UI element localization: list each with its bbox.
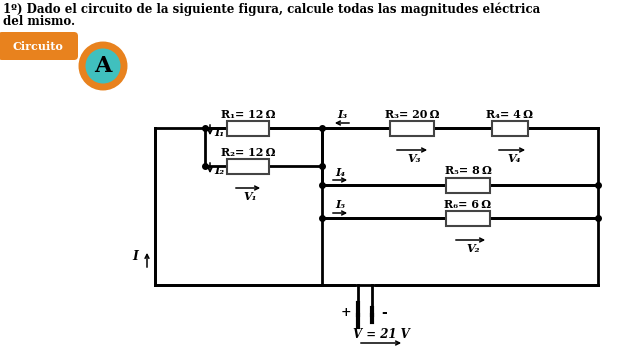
Text: R₅= 8 Ω: R₅= 8 Ω [444,165,492,177]
Text: V = 21 V: V = 21 V [353,329,410,342]
Text: R₄= 4 Ω: R₄= 4 Ω [487,109,533,119]
Text: I: I [132,251,138,264]
Text: I₄: I₄ [335,166,345,178]
Text: R₂= 12 Ω: R₂= 12 Ω [221,147,276,157]
Bar [446,178,490,192]
Text: I₁: I₁ [214,126,224,138]
Bar [227,158,269,174]
Bar [227,121,269,135]
Text: I₂: I₂ [214,165,224,175]
Bar [390,121,434,135]
Text: R₁= 12 Ω: R₁= 12 Ω [221,109,276,119]
Text: V₃: V₃ [407,152,421,164]
Text: Circuito: Circuito [13,40,63,52]
Text: V₁: V₁ [243,191,257,201]
Text: R₆= 6 Ω: R₆= 6 Ω [444,199,492,209]
Circle shape [82,45,124,87]
Text: V₂: V₂ [466,243,480,253]
Text: V₄: V₄ [507,152,521,164]
Text: 1º) Dado el circuito de la siguiente figura, calcule todas las magnitudes eléctr: 1º) Dado el circuito de la siguiente fig… [3,3,540,17]
Text: I₃: I₃ [337,109,347,121]
Text: I₅: I₅ [335,200,345,210]
Bar [446,210,490,226]
FancyBboxPatch shape [0,32,78,60]
Text: +: + [341,306,351,319]
Text: del mismo.: del mismo. [3,15,75,28]
Bar [492,121,528,135]
Text: -: - [381,306,387,320]
Text: R₃= 20 Ω: R₃= 20 Ω [385,109,439,119]
Text: A: A [94,55,112,77]
